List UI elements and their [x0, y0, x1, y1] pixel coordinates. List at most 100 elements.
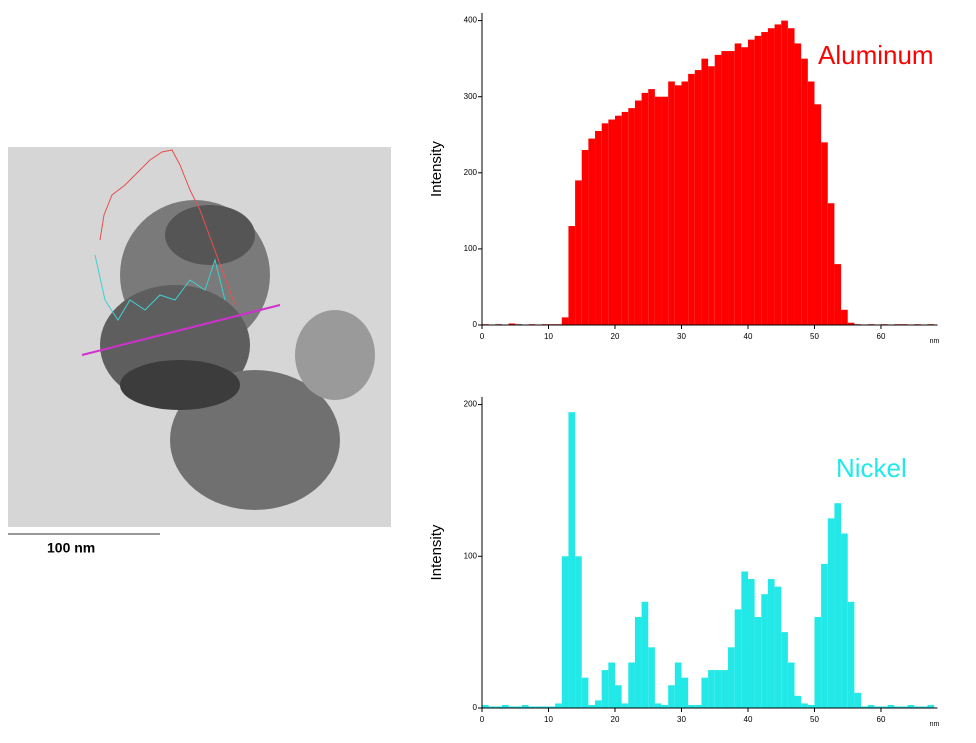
bar: [867, 704, 875, 708]
bar: [568, 226, 576, 325]
bar: [708, 670, 715, 708]
bar: [674, 85, 682, 325]
bar: [641, 92, 649, 325]
bar: [781, 632, 788, 708]
bar: [861, 706, 868, 708]
y-tick-label: 200: [464, 400, 478, 409]
bar: [801, 58, 808, 325]
bar: [708, 66, 715, 325]
y-tick-label: 300: [464, 92, 478, 101]
bar: [515, 706, 522, 708]
bar: [634, 100, 642, 325]
bar: [621, 111, 629, 326]
bar: [575, 180, 582, 325]
bar: [595, 130, 602, 325]
particle: [165, 205, 255, 265]
bar: [641, 601, 649, 708]
bar: [588, 138, 596, 325]
bar: [575, 556, 582, 708]
bar: [608, 119, 615, 325]
bar: [927, 704, 935, 708]
bar: [787, 662, 795, 708]
bar: [821, 563, 828, 708]
y-tick-label: 200: [464, 168, 478, 177]
bar: [854, 692, 862, 708]
bar: [595, 700, 602, 708]
bar: [747, 39, 755, 325]
bar: [767, 579, 775, 708]
bar: [488, 706, 496, 708]
bar: [841, 309, 848, 325]
scan-line: [81, 304, 281, 356]
x-tick-label: 20: [611, 332, 620, 341]
particle: [295, 310, 375, 400]
bar: [714, 670, 722, 708]
y-axis-label: Intensity: [428, 524, 445, 580]
y-tick-label: 400: [464, 16, 478, 25]
profile-line: [99, 149, 236, 306]
bar: [761, 594, 768, 708]
bar: [827, 518, 835, 708]
series-label: Nickel: [836, 453, 907, 483]
bar: [734, 43, 742, 325]
bar: [561, 317, 569, 325]
bar: [541, 706, 549, 708]
x-tick-label: 50: [810, 332, 819, 341]
bar: [521, 704, 529, 708]
bar: [794, 43, 802, 325]
bar: [528, 706, 536, 708]
bar: [754, 35, 762, 325]
bar: [614, 685, 622, 708]
y-tick-label: 0: [473, 703, 478, 712]
x-tick-label: 10: [544, 715, 553, 724]
bar: [621, 703, 629, 708]
bar: [774, 586, 782, 708]
bar: [601, 670, 609, 708]
bar: [920, 706, 928, 708]
x-tick-label: 30: [677, 715, 686, 724]
bar: [728, 51, 735, 326]
bar: [482, 704, 489, 708]
bar: [728, 647, 735, 708]
bar: [827, 203, 835, 325]
bar: [508, 323, 516, 325]
bar: [561, 556, 569, 708]
bar: [668, 685, 675, 708]
x-tick-label: 60: [877, 715, 886, 724]
bar: [681, 677, 689, 708]
bar: [661, 96, 669, 326]
x-tick-label: 50: [810, 715, 819, 724]
bar: [821, 142, 828, 325]
bar: [834, 503, 842, 708]
bar: [721, 670, 729, 708]
bar: [608, 662, 615, 708]
bar: [714, 54, 722, 325]
bar: [628, 108, 635, 325]
bar: [754, 616, 762, 708]
bar: [841, 533, 848, 708]
series-label: Aluminum: [818, 40, 934, 70]
scale-label: 100 nm: [47, 540, 95, 556]
bar: [914, 706, 921, 708]
bar: [674, 662, 682, 708]
bar: [495, 706, 502, 708]
bar: [654, 703, 662, 708]
particle: [120, 360, 240, 410]
bar: [508, 706, 516, 708]
bar: [701, 677, 709, 708]
bar: [721, 51, 729, 326]
bar: [581, 149, 589, 325]
bar: [847, 601, 855, 708]
bar: [535, 706, 542, 708]
bar: [688, 704, 695, 708]
profile-line: [94, 254, 226, 321]
bar: [741, 571, 748, 708]
bar: [807, 81, 815, 325]
bar: [781, 20, 788, 326]
bar: [801, 703, 808, 708]
y-axis-label: Intensity: [428, 141, 445, 197]
x-tick-label: 40: [744, 332, 753, 341]
bar: [761, 32, 768, 326]
bar: [614, 115, 622, 325]
